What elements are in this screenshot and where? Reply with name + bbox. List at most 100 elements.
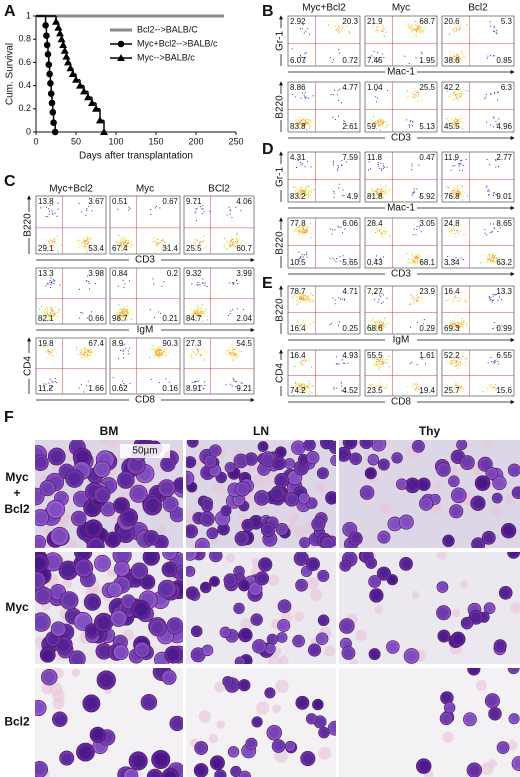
quadrant-value: 83.2 [290, 192, 306, 201]
event-dot [123, 343, 125, 345]
event-dot [293, 394, 295, 396]
nucleus [494, 478, 504, 488]
event-dot [458, 389, 460, 391]
event-dot [84, 246, 86, 248]
nucleus [320, 728, 329, 737]
event-dot [118, 320, 120, 322]
quadrant-value: 6.55 [496, 351, 512, 360]
event-dot [447, 360, 449, 362]
event-dot [309, 298, 311, 300]
event-dot [380, 319, 382, 321]
event-dot [124, 308, 126, 310]
event-dot [450, 230, 452, 232]
event-dot [231, 217, 233, 219]
event-dot [204, 310, 206, 312]
event-dot [303, 190, 305, 192]
event-dot [231, 344, 233, 346]
event-dot [459, 361, 461, 363]
event-dot [203, 247, 205, 249]
event-dot [293, 357, 295, 359]
event-dot [228, 244, 230, 246]
event-dot [373, 386, 375, 388]
event-dot [190, 355, 192, 357]
event-dot [456, 54, 458, 56]
event-dot [377, 30, 379, 32]
event-dot [46, 250, 48, 252]
event-dot [412, 261, 414, 263]
event-dot [231, 359, 233, 361]
event-dot [449, 51, 451, 53]
event-dot [124, 245, 126, 247]
event-dot [124, 283, 126, 285]
event-dot [127, 312, 129, 314]
event-dot [203, 315, 205, 317]
event-dot [131, 240, 133, 242]
event-dot [304, 301, 306, 303]
event-dot [165, 378, 167, 380]
event-dot [299, 325, 301, 327]
event-dot [385, 362, 387, 364]
event-dot [457, 327, 459, 329]
event-dot [382, 120, 384, 122]
event-dot [297, 160, 299, 162]
event-dot [414, 29, 416, 31]
event-dot [380, 381, 382, 383]
event-dot [340, 226, 342, 228]
event-dot [195, 245, 197, 247]
event-dot [303, 191, 305, 193]
event-dot [456, 326, 458, 328]
event-dot [413, 383, 415, 385]
event-dot [117, 317, 119, 319]
event-dot [417, 258, 419, 260]
event-dot [452, 29, 454, 31]
event-dot [200, 308, 202, 310]
event-dot [122, 344, 124, 346]
event-dot [416, 299, 418, 301]
event-dot [380, 325, 382, 327]
event-dot [379, 228, 381, 230]
event-dot [53, 241, 55, 243]
event-dot [453, 91, 455, 93]
event-dot [168, 244, 170, 246]
event-dot [417, 321, 419, 323]
event-dot [197, 349, 199, 351]
event-dot [384, 324, 386, 326]
quadrant-value: 3.67 [88, 197, 104, 206]
event-dot [414, 24, 416, 26]
nucleus [420, 498, 431, 509]
event-dot [132, 312, 134, 314]
event-dot [406, 253, 408, 255]
event-dot [47, 240, 49, 242]
event-dot [125, 313, 127, 315]
event-dot [384, 192, 386, 194]
event-dot [450, 169, 452, 171]
event-dot [303, 94, 305, 96]
event-dot [195, 208, 197, 210]
event-dot [304, 53, 306, 55]
event-dot [199, 241, 201, 243]
event-dot [198, 350, 200, 352]
event-dot [490, 259, 492, 261]
event-dot [451, 363, 453, 365]
event-dot [120, 350, 122, 352]
event-dot [498, 262, 500, 264]
event-dot [295, 382, 297, 384]
event-dot [385, 323, 387, 325]
nucleus [276, 475, 287, 486]
event-dot [459, 93, 461, 95]
event-dot [53, 237, 55, 239]
event-dot [195, 354, 197, 356]
event-dot [487, 55, 489, 57]
quadrant-value: 9.01 [496, 192, 512, 201]
event-dot [52, 245, 54, 247]
event-dot [453, 30, 455, 32]
event-dot [306, 230, 308, 232]
event-dot [383, 236, 385, 238]
event-dot [82, 246, 84, 248]
event-dot [375, 328, 377, 330]
label-bg [274, 297, 286, 323]
event-dot [457, 225, 459, 227]
event-dot [456, 362, 458, 364]
event-dot [457, 361, 459, 363]
event-dot [201, 348, 203, 350]
